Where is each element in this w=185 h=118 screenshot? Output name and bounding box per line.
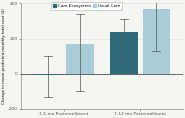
Bar — [66, 44, 94, 74]
Y-axis label: Change in mean predicted monthly total cost ($): Change in mean predicted monthly total c… — [2, 8, 6, 104]
Bar — [110, 32, 138, 74]
Bar — [143, 9, 170, 74]
Legend: Care Ecosystem, Usual Care: Care Ecosystem, Usual Care — [51, 2, 122, 10]
Bar — [34, 74, 62, 76]
